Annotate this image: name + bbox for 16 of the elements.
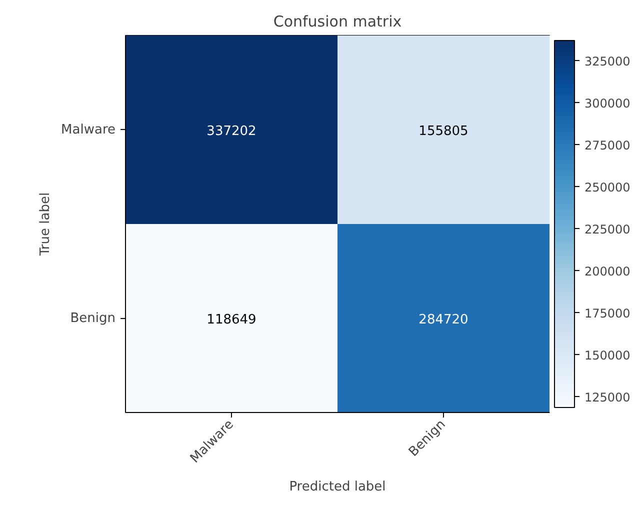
color-bar-label: 325000: [584, 54, 630, 68]
x-axis-title: Predicted label: [289, 480, 386, 495]
color-bar-label: 200000: [584, 264, 630, 278]
data-label: 284720: [418, 312, 468, 328]
color-bar-label: 225000: [584, 222, 630, 236]
data-label: 337202: [206, 124, 256, 139]
data-label: 118649: [206, 312, 256, 328]
data-label: 155805: [418, 124, 468, 139]
chart-title: Confusion matrix: [273, 12, 402, 30]
color-bar-label: 175000: [584, 306, 630, 320]
y-axis-title: True label: [38, 192, 54, 257]
color-bar-label: 250000: [584, 180, 630, 194]
color-bar-label: 150000: [584, 348, 630, 362]
color-bar-label: 275000: [584, 138, 630, 152]
color-bar-label: 300000: [584, 96, 630, 110]
color-bar-label: 125000: [584, 390, 630, 404]
